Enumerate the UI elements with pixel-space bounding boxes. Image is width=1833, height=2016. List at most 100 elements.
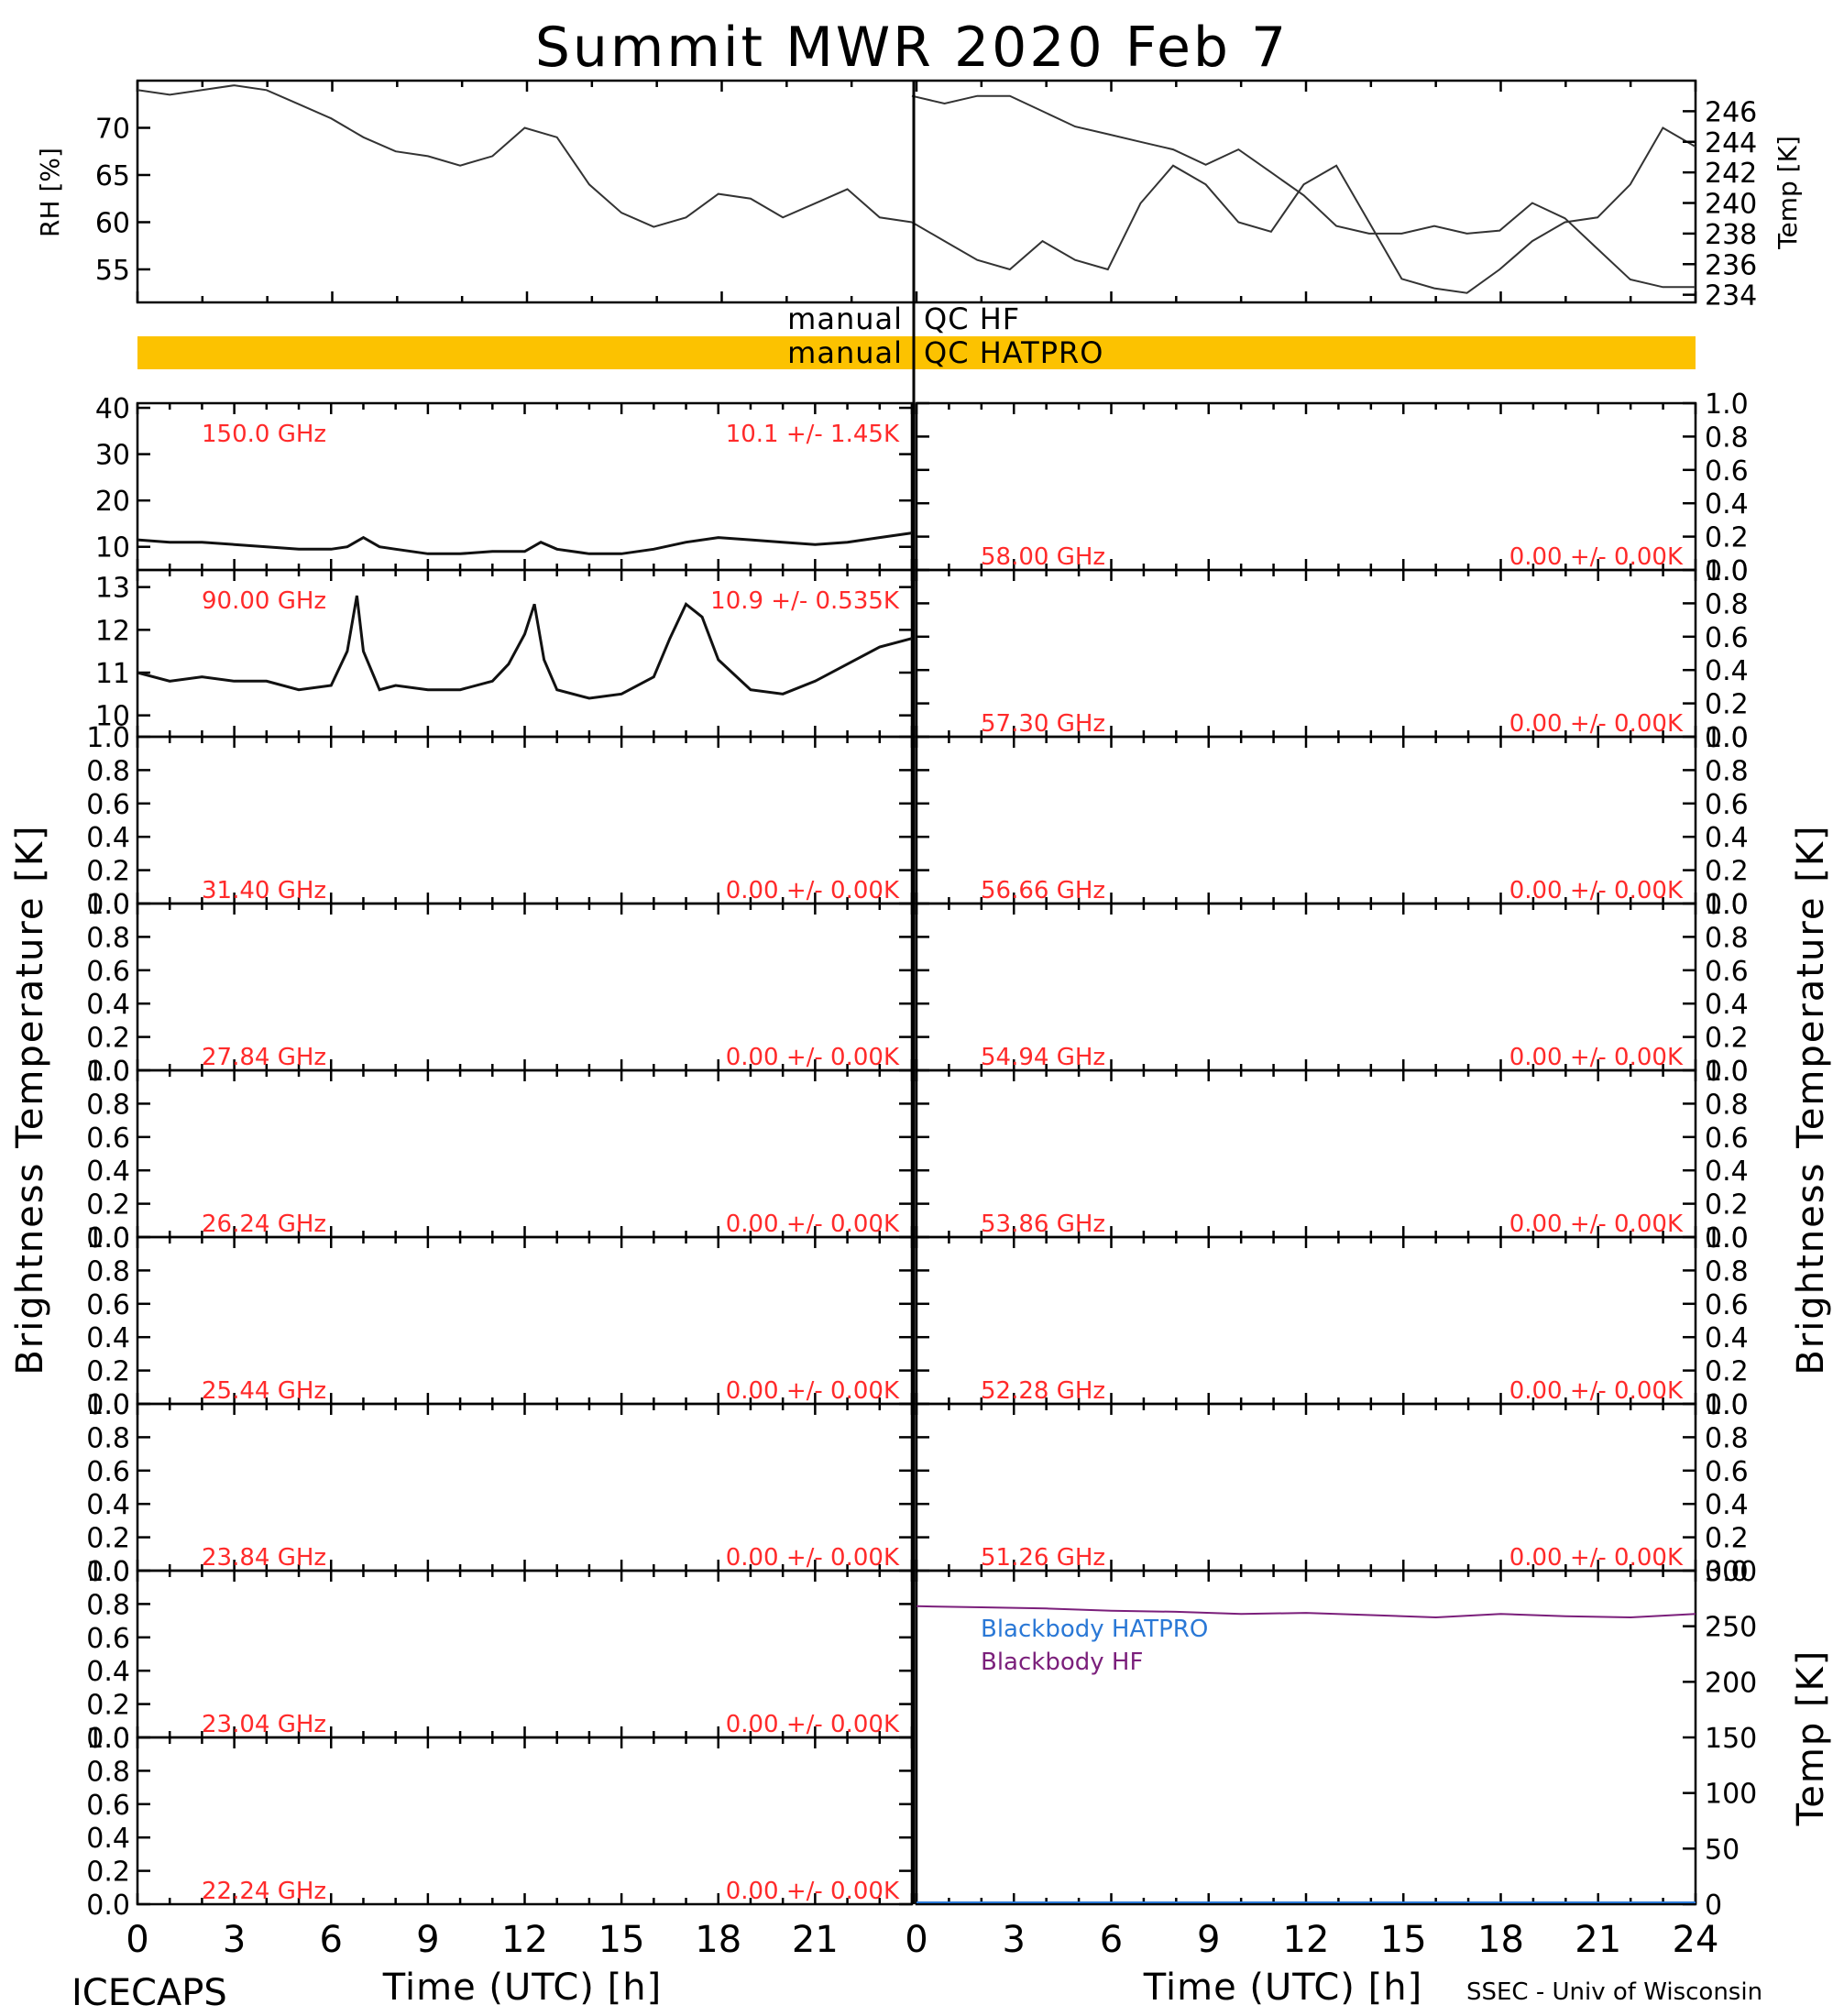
y-tick-label: 1.0	[86, 1723, 130, 1755]
y-tick-label: 0.8	[86, 922, 130, 954]
y-tick-label: 0.6	[86, 1456, 130, 1488]
y-tick-label: 0.8	[86, 1089, 130, 1121]
y-tick-label: 1.0	[86, 1222, 130, 1255]
rh-axis-label: RH [%]	[35, 148, 65, 237]
y-tick-label: 0.0	[1705, 889, 1749, 921]
x-tick-label: 3	[223, 1919, 246, 1961]
y-tick-label: 11	[95, 658, 130, 690]
channel-stats-label: 0.00 +/- 0.00K	[1509, 1377, 1684, 1405]
y-tick-label: 0.0	[86, 1222, 130, 1255]
channel-frequency-label: 57.30 GHz	[981, 710, 1105, 738]
channel-stats-label: 0.00 +/- 0.00K	[726, 1711, 900, 1738]
footer-institution-label: SSEC - Univ of Wisconsin	[1466, 1978, 1762, 2006]
y-tick-label: 0.4	[1705, 989, 1749, 1021]
y-tick-label: 0.2	[86, 1356, 130, 1388]
rh-series	[911, 126, 1696, 294]
bb-y-tick-label: 250	[1705, 1612, 1757, 1644]
x-tick-label: 9	[416, 1919, 439, 1961]
y-tick-label: 0.6	[1705, 956, 1749, 988]
y-tick-label: 0.0	[86, 1890, 130, 1922]
x-tick-label: 0	[126, 1919, 148, 1961]
x-tick-label: 18	[695, 1919, 741, 1961]
y-tick-label: 0.4	[1705, 1322, 1749, 1354]
x-tick-label: 15	[598, 1919, 645, 1961]
x-tick-label: 3	[1003, 1919, 1026, 1961]
y-tick-label: 10	[95, 701, 130, 733]
y-tick-label: 0.2	[86, 1857, 130, 1889]
tb-series	[137, 595, 913, 700]
y-tick-label: 0.4	[86, 1156, 130, 1188]
y-tick-label: 0.0	[86, 889, 130, 921]
blackbody-axis-label: Temp [K]	[1790, 1649, 1832, 1827]
temp-y-tick-label: 234	[1705, 280, 1757, 312]
channel-stats-label: 0.00 +/- 0.00K	[726, 1544, 900, 1572]
bb-y-tick-label: 200	[1705, 1667, 1757, 1699]
y-tick-label: 0.6	[1705, 1456, 1749, 1488]
qc-hatpro-label: manual	[787, 335, 903, 370]
x-tick-label: 24	[1673, 1919, 1719, 1961]
legend-blackbody-hatpro: Blackbody HATPRO	[981, 1616, 1208, 1643]
y-tick-label: 0.6	[86, 1289, 130, 1321]
x-tick-label: 12	[1283, 1919, 1330, 1961]
y-tick-label: 0.2	[1705, 689, 1749, 721]
x-tick-label: 18	[1477, 1919, 1524, 1961]
y-tick-label: 0.2	[1705, 856, 1749, 888]
y-tick-label: 0.4	[86, 1489, 130, 1521]
channel-stats-label: 0.00 +/- 0.00K	[726, 1878, 900, 1905]
y-tick-label: 0.8	[1705, 1089, 1749, 1121]
temp-y-tick-label: 238	[1705, 219, 1757, 251]
y-tick-label: 0.2	[1705, 1356, 1749, 1388]
x-tick-label: 6	[320, 1919, 343, 1961]
x-tick-label: 15	[1380, 1919, 1427, 1961]
channel-stats-label: 0.00 +/- 0.00K	[1509, 877, 1684, 904]
y-tick-label: 0.0	[1705, 1556, 1749, 1588]
channel-frequency-label: 56.66 GHz	[981, 877, 1105, 904]
y-tick-label: 0.6	[1705, 1289, 1749, 1321]
bb-y-tick-label: 0	[1705, 1890, 1722, 1922]
y-tick-label: 0.4	[1705, 655, 1749, 687]
figure-title: Summit MWR 2020 Feb 7	[535, 16, 1289, 80]
rh-y-tick-label: 55	[95, 255, 130, 287]
temp-y-tick-label: 242	[1705, 158, 1757, 190]
y-tick-label: 0.2	[86, 1690, 130, 1722]
rh-y-tick-label: 65	[95, 160, 130, 192]
y-tick-label: 0.6	[86, 956, 130, 988]
y-tick-label: 0.8	[1705, 1255, 1749, 1287]
y-tick-label: 0.2	[1705, 1189, 1749, 1222]
y-tick-label: 0.8	[86, 1422, 130, 1454]
channel-frequency-label: 23.84 GHz	[202, 1544, 326, 1572]
y-tick-label: 0.6	[1705, 1123, 1749, 1155]
bb-y-tick-label: 150	[1705, 1723, 1757, 1755]
rh-y-tick-label: 70	[95, 113, 130, 145]
rh-series	[137, 84, 913, 228]
y-tick-label: 12	[95, 615, 130, 647]
rh-y-tick-label: 60	[95, 207, 130, 239]
qc-hf-label: QC HF	[924, 301, 1020, 336]
y-tick-label: 0.8	[86, 1756, 130, 1788]
channel-frequency-label: 52.28 GHz	[981, 1377, 1105, 1405]
y-tick-label: 0.8	[86, 1589, 130, 1621]
y-tick-label: 1.0	[1705, 889, 1749, 921]
y-tick-label: 1.0	[1705, 1056, 1749, 1088]
temp-y-tick-label: 244	[1705, 127, 1757, 159]
y-tick-label: 0.4	[1705, 1489, 1749, 1521]
channel-stats-label: 0.00 +/- 0.00K	[726, 1377, 900, 1405]
y-tick-label: 0.6	[1705, 622, 1749, 654]
y-tick-label: 1.0	[1705, 389, 1749, 421]
temp-series	[911, 94, 1696, 289]
y-tick-label: 0.4	[86, 1656, 130, 1688]
bb-y-tick-label: 100	[1705, 1779, 1757, 1811]
channel-frequency-label: 150.0 GHz	[202, 421, 326, 448]
y-tick-label: 0.8	[1705, 588, 1749, 620]
channel-stats-label: 0.00 +/- 0.00K	[1509, 1544, 1684, 1572]
y-tick-label: 30	[95, 440, 130, 472]
channel-frequency-label: 58.00 GHz	[981, 543, 1105, 571]
y-tick-label: 0.6	[86, 789, 130, 821]
channel-frequency-label: 54.94 GHz	[981, 1044, 1105, 1071]
x-tick-label: 12	[501, 1919, 548, 1961]
y-tick-label: 0.2	[86, 1023, 130, 1055]
y-tick-label: 0.0	[1705, 555, 1749, 587]
channel-frequency-label: 26.24 GHz	[202, 1211, 326, 1238]
y-tick-label: 0.4	[86, 822, 130, 854]
